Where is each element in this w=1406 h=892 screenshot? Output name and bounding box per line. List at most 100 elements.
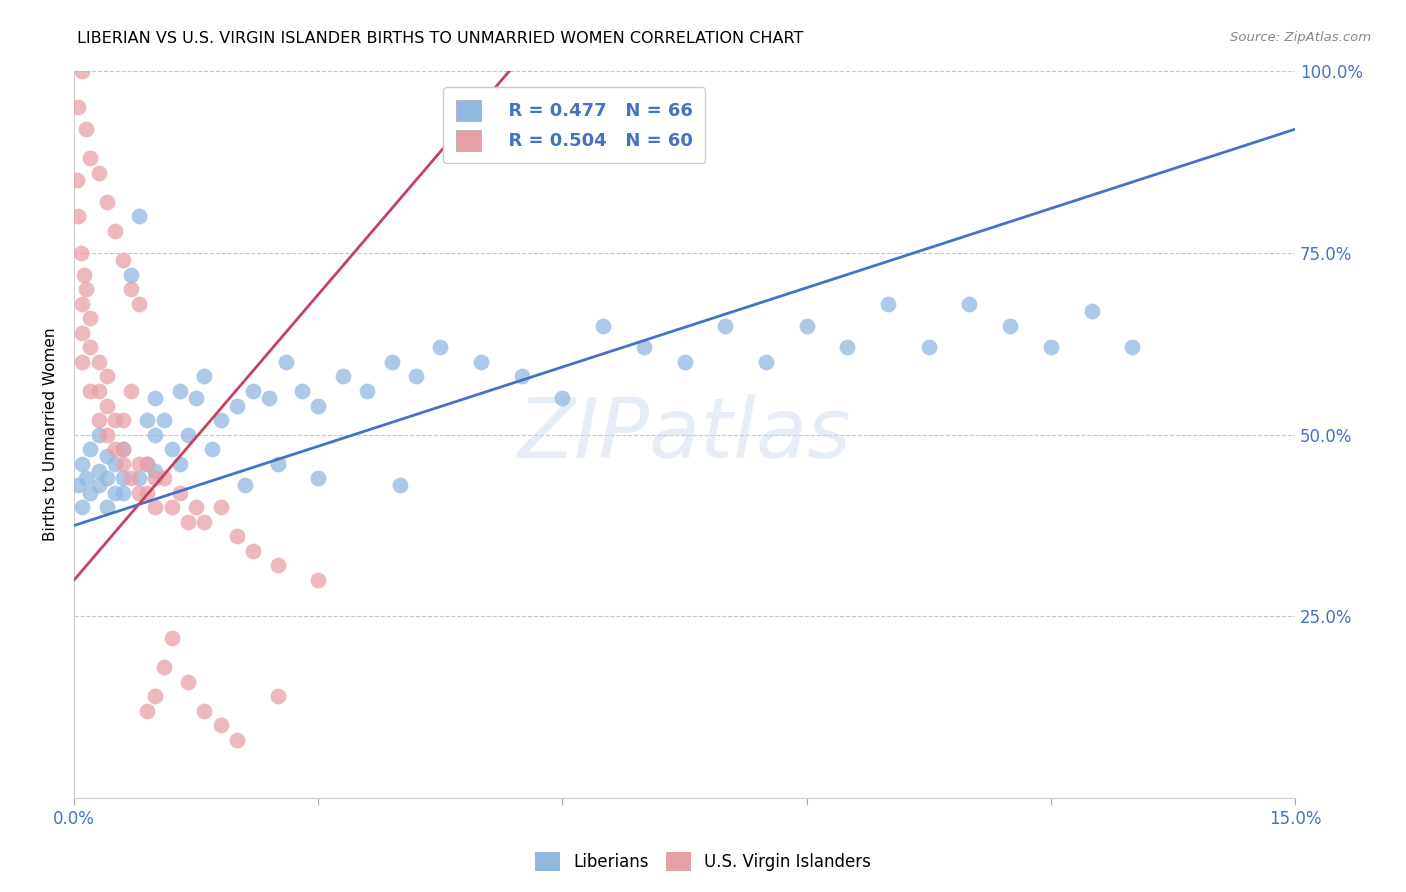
Point [104,224,127,238]
Point [998,318,1021,333]
Point [111,442,134,457]
Point [592,318,614,333]
Point [136,457,159,471]
Point [96,399,118,413]
Point [380,355,402,369]
Point [128,485,150,500]
Point [209,413,232,427]
Point [307,399,329,413]
Point [136,485,159,500]
Point [65,173,87,187]
Point [87,413,110,427]
Point [1039,340,1062,354]
Point [128,471,150,485]
Point [169,485,191,500]
Point [70,500,93,515]
Point [145,464,167,478]
Point [233,478,256,492]
Point [307,471,329,485]
Point [104,442,127,457]
Point [145,427,167,442]
Point [673,355,696,369]
Point [152,660,174,674]
Point [79,340,101,354]
Point [111,253,134,268]
Point [177,674,200,689]
Point [510,369,533,384]
Point [160,500,183,515]
Point [633,340,655,354]
Point [111,457,134,471]
Point [104,457,127,471]
Y-axis label: Births to Unmarried Women: Births to Unmarried Women [44,328,58,541]
Point [242,384,264,398]
Point [111,471,134,485]
Point [837,340,859,354]
Point [918,340,941,354]
Point [755,355,778,369]
Point [67,210,90,224]
Point [87,355,110,369]
Point [96,471,118,485]
Point [193,369,215,384]
Point [356,384,378,398]
Point [225,529,247,543]
Point [87,166,110,180]
Point [470,355,492,369]
Point [69,245,91,260]
Point [87,478,110,492]
Point [136,413,159,427]
Point [291,384,314,398]
Point [145,471,167,485]
Point [1121,340,1143,354]
Point [274,355,297,369]
Point [169,457,191,471]
Point [79,485,101,500]
Point [96,194,118,209]
Point [714,318,737,333]
Point [79,311,101,326]
Point [75,122,97,136]
Point [73,268,96,282]
Point [266,558,288,573]
Text: LIBERIAN VS U.S. VIRGIN ISLANDER BIRTHS TO UNMARRIED WOMEN CORRELATION CHART: LIBERIAN VS U.S. VIRGIN ISLANDER BIRTHS … [77,31,804,46]
Point [186,391,208,405]
Point [307,573,329,587]
Point [152,413,174,427]
Point [152,471,174,485]
Point [388,478,411,492]
Point [70,296,93,310]
Point [177,515,200,529]
Point [169,384,191,398]
Point [70,64,93,78]
Point [136,704,159,718]
Point [75,282,97,296]
Point [128,296,150,310]
Point [111,485,134,500]
Point [87,464,110,478]
Point [160,442,183,457]
Point [111,442,134,457]
Point [145,500,167,515]
Point [120,471,142,485]
Point [70,326,93,340]
Point [104,485,127,500]
Legend: Liberians, U.S. Virgin Islanders: Liberians, U.S. Virgin Islanders [527,843,879,880]
Point [225,733,247,747]
Point [79,384,101,398]
Point [70,457,93,471]
Legend:   R = 0.477   N = 66,   R = 0.504   N = 60: R = 0.477 N = 66, R = 0.504 N = 60 [443,87,706,163]
Point [193,704,215,718]
Point [193,515,215,529]
Point [79,442,101,457]
Point [67,100,90,114]
Point [111,413,134,427]
Point [266,690,288,704]
Point [136,457,159,471]
Point [145,690,167,704]
Point [429,340,451,354]
Point [96,450,118,464]
Point [405,369,427,384]
Point [177,427,200,442]
Point [145,391,167,405]
